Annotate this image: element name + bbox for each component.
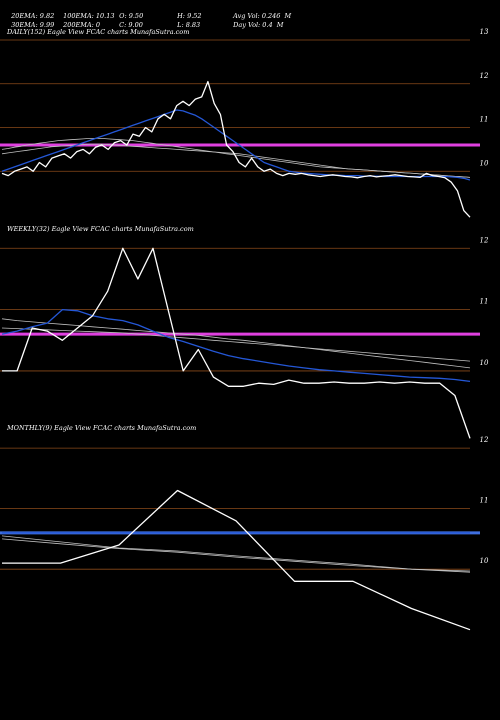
- monthly-tick-label-12: 12: [480, 436, 489, 444]
- weekly-ema-slow-line: [1, 318, 471, 369]
- ema30-label: 30EMA: 9.99: [11, 21, 55, 29]
- daily-tick-label-11: 11: [480, 116, 489, 124]
- weekly-ema-fast-line: [1, 308, 471, 383]
- monthly-tick-label-11: 11: [480, 497, 489, 505]
- monthly-price-line: [2, 489, 471, 631]
- monthly-tick-label-10: 10: [480, 557, 489, 565]
- weekly-ema-slow2-line: [1, 327, 471, 362]
- ema20-label: 20EMA: 9.82: [11, 12, 55, 20]
- ema100-label: 100EMA: 10.13: [63, 12, 115, 20]
- header-row-1: 20EMA: 9.82 100EMA: 10.13 O: 9.50 H: 9.52 Av…: [7, 4, 291, 20]
- monthly-ema-slow2-line: [1, 538, 471, 572]
- weekly-tick-label-12: 12: [480, 236, 489, 244]
- weekly-tick-label-10: 10: [480, 359, 489, 367]
- daily-tick-label-10: 10: [480, 159, 489, 167]
- avg-vol-label: Avg Vol: 0.246 M: [233, 12, 292, 20]
- weekly-tick-label-11: 11: [480, 298, 489, 306]
- weekly-price-line: [2, 247, 471, 439]
- monthly-panel-title: MONTHLY(9) Eagle View FCAC charts Munafa…: [7, 424, 197, 432]
- daily-tick-label-13: 13: [480, 28, 489, 36]
- daily-tick-label-12: 12: [480, 72, 489, 80]
- low-label: L: 8.83: [177, 21, 201, 29]
- weekly-panel-title: WEEKLY(32) Eagle View FCAC charts Munafa…: [7, 225, 194, 233]
- monthly-ema-slow-line: [1, 535, 471, 573]
- daily-ema-fast-line: [1, 109, 471, 181]
- header-row-2: 30EMA: 9.99 200EMA: 0 C: 9.00 L: 8.83 Day Vo…: [7, 13, 283, 29]
- close-label: C: 9.00: [119, 21, 143, 29]
- daily-panel-title: DAILY(152) Eagle View FCAC charts Munafa…: [7, 28, 190, 36]
- ema200-label: 200EMA: 0: [63, 21, 101, 29]
- day-vol-label: Day Vol: 0.4 M: [233, 21, 284, 29]
- daily-ema-slow-line: [1, 137, 471, 178]
- daily-price-line: [1, 80, 471, 218]
- high-label: H: 9.52: [177, 12, 202, 20]
- open-label: O: 9.50: [119, 12, 144, 20]
